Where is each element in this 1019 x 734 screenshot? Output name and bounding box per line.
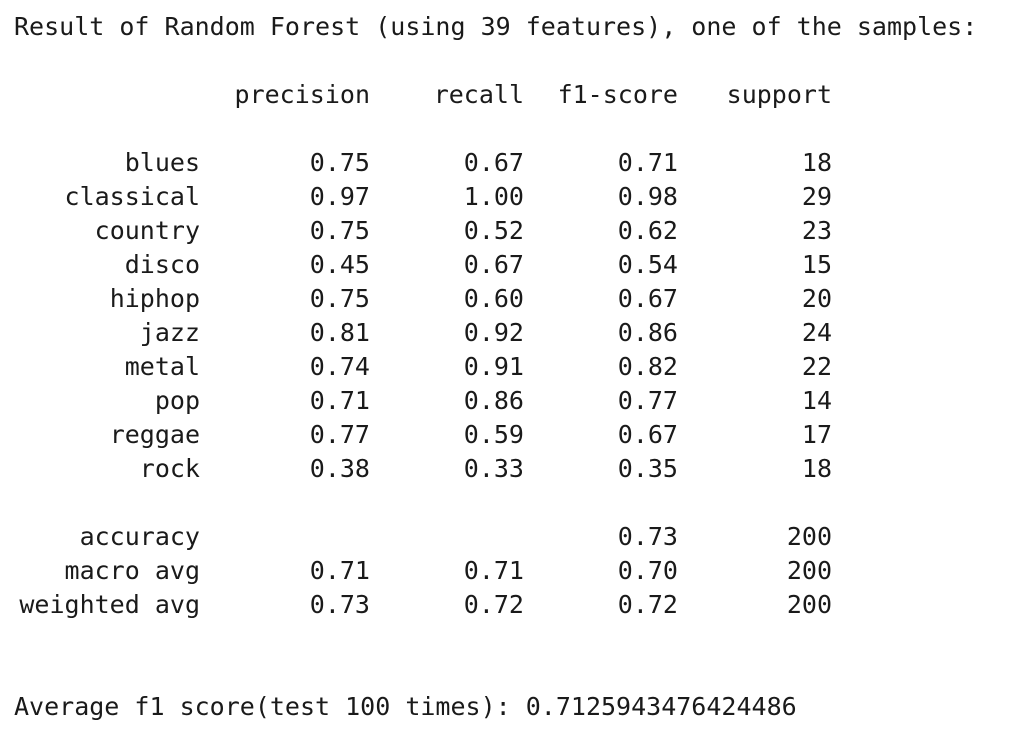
summary-rows: accuracy 0.73 200 macro avg 0.71 0.71 0.…	[14, 520, 1014, 622]
f1-value: 0.70	[617, 556, 678, 585]
f1-value: 0.73	[617, 522, 678, 551]
table-row: country 0.75 0.52 0.62 23	[14, 214, 1014, 248]
f1-value: 0.71	[617, 148, 678, 177]
f1-value: 0.98	[617, 182, 678, 211]
precision-value: 0.77	[309, 420, 370, 449]
precision-value: 0.38	[309, 454, 370, 483]
class-label: reggae	[109, 420, 200, 449]
recall-value: 0.60	[463, 284, 524, 313]
f1-value: 0.77	[617, 386, 678, 415]
spacer	[14, 622, 1014, 690]
support-value: 29	[801, 182, 832, 211]
precision-value: 0.75	[309, 284, 370, 313]
recall-value: 0.72	[463, 590, 524, 619]
spacer	[14, 44, 1014, 78]
header-row: precision recall f1-score support	[14, 78, 1014, 112]
recall-value: 0.71	[463, 556, 524, 585]
table-row: blues 0.75 0.67 0.71 18	[14, 146, 1014, 180]
precision-value: 0.74	[309, 352, 370, 381]
table-row: metal 0.74 0.91 0.82 22	[14, 350, 1014, 384]
precision-value: 0.81	[309, 318, 370, 347]
summary-label: macro avg	[64, 556, 200, 585]
class-rows: blues 0.75 0.67 0.71 18 classical 0.97 1…	[14, 146, 1014, 486]
summary-row-macro-avg: macro avg 0.71 0.71 0.70 200	[14, 554, 1014, 588]
f1-value: 0.54	[617, 250, 678, 279]
recall-value: 0.92	[463, 318, 524, 347]
header-label-spacer	[14, 78, 200, 112]
support-value: 18	[801, 148, 832, 177]
recall-value: 0.91	[463, 352, 524, 381]
precision-value: 0.71	[309, 386, 370, 415]
support-value: 18	[801, 454, 832, 483]
support-value: 24	[801, 318, 832, 347]
support-value: 22	[801, 352, 832, 381]
header-support: support	[726, 80, 832, 109]
table-row: reggae 0.77 0.59 0.67 17	[14, 418, 1014, 452]
precision-value: 0.45	[309, 250, 370, 279]
f1-value: 0.35	[617, 454, 678, 483]
table-row: disco 0.45 0.67 0.54 15	[14, 248, 1014, 282]
header-recall: recall	[433, 80, 524, 109]
average-f1-line: Average f1 score(test 100 times): 0.7125…	[14, 692, 797, 721]
report-title: Result of Random Forest (using 39 featur…	[14, 12, 978, 41]
recall-value: 0.86	[463, 386, 524, 415]
class-label: jazz	[139, 318, 200, 347]
class-label: pop	[154, 386, 200, 415]
summary-label: weighted avg	[19, 590, 200, 619]
recall-value: 1.00	[463, 182, 524, 211]
class-label: classical	[64, 182, 200, 211]
table-row: classical 0.97 1.00 0.98 29	[14, 180, 1014, 214]
f1-value: 0.67	[617, 284, 678, 313]
f1-value: 0.82	[617, 352, 678, 381]
support-value: 14	[801, 386, 832, 415]
spacer	[14, 486, 1014, 520]
support-value: 17	[801, 420, 832, 449]
recall-value: 0.67	[463, 148, 524, 177]
header-precision: precision	[234, 80, 370, 109]
table-row: rock 0.38 0.33 0.35 18	[14, 452, 1014, 486]
support-value: 200	[786, 590, 832, 619]
recall-value: 0.67	[463, 250, 524, 279]
summary-row-weighted-avg: weighted avg 0.73 0.72 0.72 200	[14, 588, 1014, 622]
header-f1-score: f1-score	[557, 80, 678, 109]
support-value: 200	[786, 556, 832, 585]
precision-value: 0.75	[309, 148, 370, 177]
support-value: 20	[801, 284, 832, 313]
support-value: 15	[801, 250, 832, 279]
support-value: 23	[801, 216, 832, 245]
class-label: country	[94, 216, 200, 245]
support-value: 200	[786, 522, 832, 551]
f1-value: 0.62	[617, 216, 678, 245]
recall-value: 0.59	[463, 420, 524, 449]
recall-value	[370, 520, 524, 554]
classification-report: Result of Random Forest (using 39 featur…	[14, 10, 1014, 724]
table-row: hiphop 0.75 0.60 0.67 20	[14, 282, 1014, 316]
class-label: hiphop	[109, 284, 200, 313]
recall-value: 0.33	[463, 454, 524, 483]
class-label: metal	[124, 352, 200, 381]
precision-value: 0.75	[309, 216, 370, 245]
precision-value: 0.73	[309, 590, 370, 619]
class-label: rock	[139, 454, 200, 483]
precision-value: 0.71	[309, 556, 370, 585]
f1-value: 0.67	[617, 420, 678, 449]
precision-value: 0.97	[309, 182, 370, 211]
precision-value	[200, 520, 370, 554]
class-label: blues	[124, 148, 200, 177]
table-row: pop 0.71 0.86 0.77 14	[14, 384, 1014, 418]
spacer	[14, 112, 1014, 146]
f1-value: 0.72	[617, 590, 678, 619]
table-row: jazz 0.81 0.92 0.86 24	[14, 316, 1014, 350]
summary-label: accuracy	[79, 522, 200, 551]
f1-value: 0.86	[617, 318, 678, 347]
summary-row-accuracy: accuracy 0.73 200	[14, 520, 1014, 554]
class-label: disco	[124, 250, 200, 279]
recall-value: 0.52	[463, 216, 524, 245]
